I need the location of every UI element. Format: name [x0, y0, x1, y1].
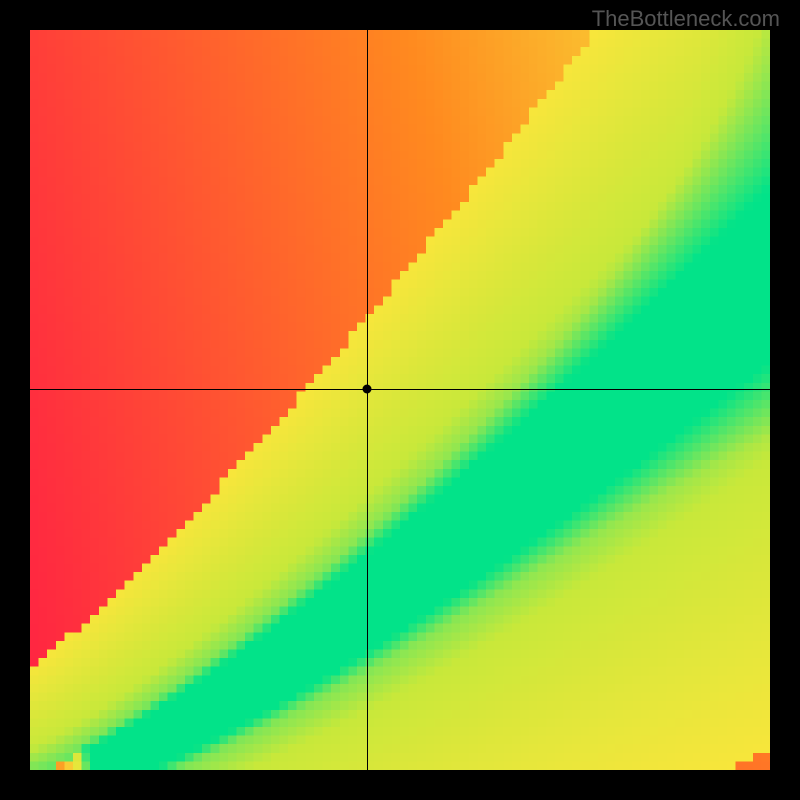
- crosshair-vertical: [367, 30, 368, 770]
- watermark-text: TheBottleneck.com: [592, 6, 780, 32]
- heatmap-canvas: [30, 30, 770, 770]
- crosshair-horizontal: [30, 389, 770, 390]
- data-point-marker: [362, 384, 371, 393]
- plot-frame: [30, 30, 770, 770]
- chart-container: TheBottleneck.com: [0, 0, 800, 800]
